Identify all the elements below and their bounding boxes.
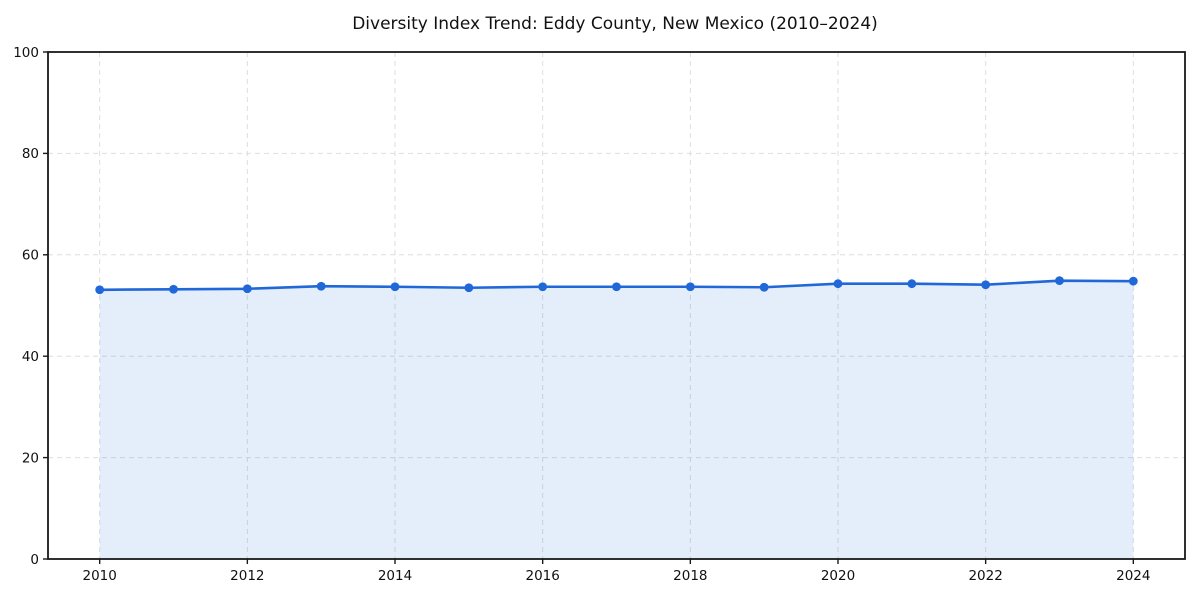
x-tick-label: 2016 bbox=[525, 568, 559, 584]
x-tick-label: 2010 bbox=[83, 568, 117, 584]
y-tick-label: 0 bbox=[30, 552, 39, 568]
x-axis: 2010 2012 2014 2016 2018 2020 2022 2024 bbox=[83, 559, 1150, 584]
data-point bbox=[464, 283, 474, 293]
data-point bbox=[759, 282, 769, 292]
y-tick-label: 20 bbox=[22, 450, 39, 466]
data-point bbox=[1055, 276, 1064, 286]
area-fill-group bbox=[99, 280, 1134, 559]
x-tick-label: 2012 bbox=[230, 568, 264, 584]
data-point bbox=[612, 282, 621, 292]
data-point bbox=[95, 285, 105, 295]
data-point bbox=[169, 284, 178, 294]
data-point bbox=[316, 281, 326, 291]
data-point bbox=[907, 279, 917, 289]
data-point bbox=[390, 282, 400, 292]
x-tick-label: 2022 bbox=[968, 568, 1002, 584]
x-tick-label: 2020 bbox=[821, 568, 855, 584]
data-point bbox=[538, 282, 548, 292]
y-tick-label: 40 bbox=[22, 349, 39, 365]
y-axis: 0 20 40 60 80 100 bbox=[13, 45, 48, 568]
y-tick-label: 60 bbox=[22, 248, 39, 264]
x-tick-label: 2014 bbox=[378, 568, 412, 584]
data-point bbox=[1128, 276, 1138, 286]
chart-title: Diversity Index Trend: Eddy County, New … bbox=[352, 14, 878, 34]
y-tick-label: 100 bbox=[13, 45, 39, 61]
x-tick-label: 2024 bbox=[1116, 568, 1150, 584]
data-point bbox=[981, 280, 991, 290]
data-point bbox=[242, 284, 252, 294]
data-point bbox=[833, 279, 843, 289]
plot-border bbox=[47, 51, 1186, 560]
data-point bbox=[685, 282, 695, 292]
x-tick-label: 2018 bbox=[673, 568, 707, 584]
area-fill bbox=[99, 280, 1134, 559]
y-tick-label: 80 bbox=[22, 146, 39, 162]
data-points-group bbox=[95, 276, 1138, 295]
